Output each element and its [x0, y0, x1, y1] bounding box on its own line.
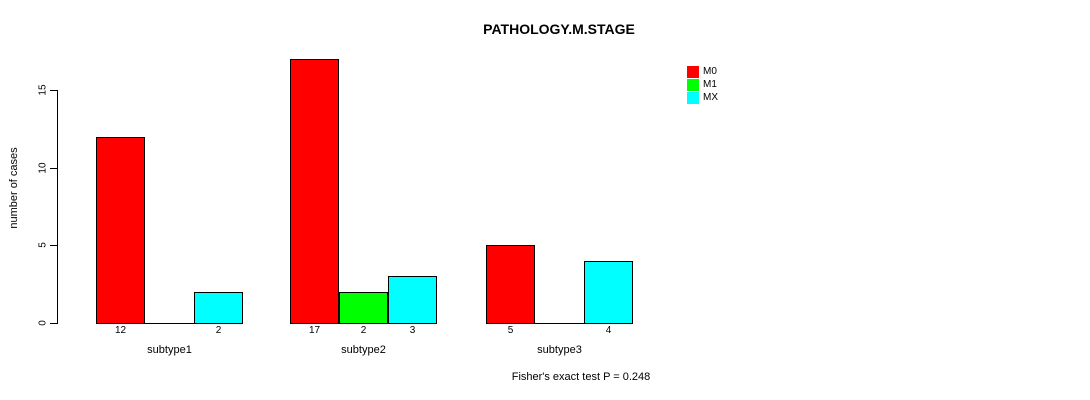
legend: M0 M1 MX — [687, 66, 718, 105]
y-tick-15 — [50, 90, 57, 91]
bar-value-M0-subtype3: 5 — [507, 325, 514, 336]
legend-label-MX: MX — [703, 92, 718, 103]
bar-M0-subtype3 — [486, 245, 535, 324]
legend-item-M1: M1 — [687, 79, 718, 91]
y-tick-label-5: 5 — [37, 242, 49, 248]
legend-item-M0: M0 — [687, 66, 718, 78]
y-tick-label-15: 15 — [37, 84, 49, 96]
y-tick-label-0: 0 — [37, 320, 49, 326]
y-tick-10 — [50, 168, 57, 169]
legend-swatch-M1 — [687, 79, 699, 91]
bar-value-MX-subtype2: 3 — [409, 325, 416, 336]
y-tick-0 — [50, 323, 57, 324]
y-tick-label-10: 10 — [37, 162, 49, 174]
category-label-subtype3: subtype3 — [537, 344, 582, 356]
bar-value-MX-subtype3: 4 — [605, 325, 612, 336]
bar-M0-subtype2 — [290, 59, 339, 324]
chart-title: PATHOLOGY.M.STAGE — [483, 21, 635, 37]
bar-M1-subtype2 — [339, 292, 388, 324]
baseline-subtype1 — [96, 323, 243, 324]
bar-M0-subtype1 — [96, 137, 145, 324]
y-axis-line — [57, 90, 58, 324]
y-tick-5 — [50, 245, 57, 246]
bar-MX-subtype1 — [194, 292, 243, 324]
legend-label-M1: M1 — [703, 79, 717, 90]
category-label-subtype1: subtype1 — [147, 344, 192, 356]
legend-label-M0: M0 — [703, 66, 717, 77]
annotation-caption: Fisher's exact test P = 0.248 — [511, 371, 651, 383]
baseline-subtype3 — [486, 323, 633, 324]
category-label-subtype2: subtype2 — [341, 344, 386, 356]
bar-value-MX-subtype1: 2 — [215, 325, 222, 336]
bar-value-M0-subtype1: 12 — [114, 325, 127, 336]
bar-MX-subtype2 — [388, 276, 437, 324]
bar-value-M1-subtype2: 2 — [360, 325, 367, 336]
bar-value-M0-subtype2: 17 — [308, 325, 321, 336]
legend-swatch-MX — [687, 92, 699, 104]
legend-item-MX: MX — [687, 92, 718, 104]
bar-MX-subtype3 — [584, 261, 633, 324]
legend-swatch-M0 — [687, 66, 699, 78]
